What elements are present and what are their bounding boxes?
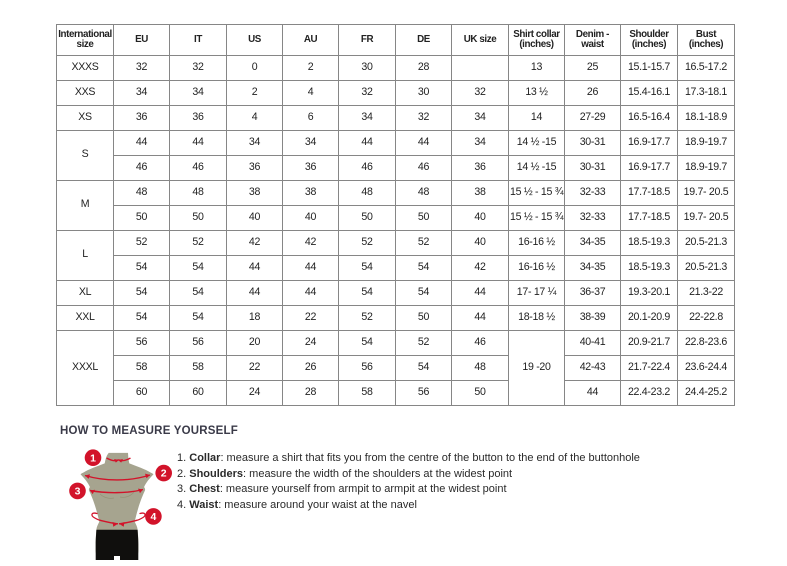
svg-text:2: 2 <box>161 468 167 480</box>
